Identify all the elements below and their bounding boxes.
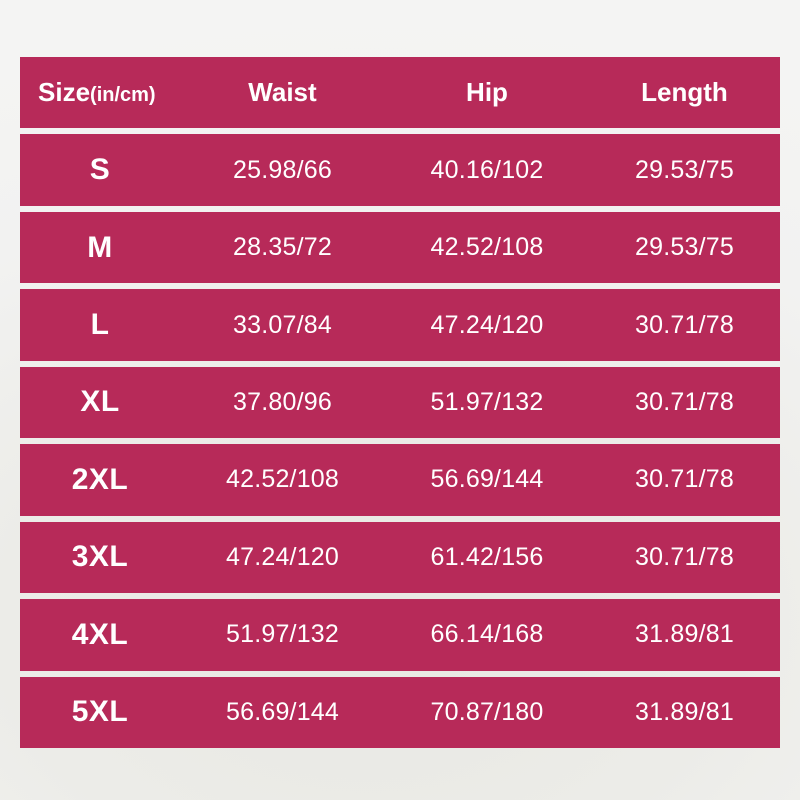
header-size-unit: (in/cm): [90, 84, 156, 107]
waist-value: 37.80/96: [233, 387, 332, 416]
waist-value: 33.07/84: [233, 310, 332, 339]
cell-size: 5XL: [20, 695, 180, 729]
size-chart-table: Size(in/cm) Waist Hip Length S 25.98/66 …: [20, 57, 780, 748]
cell-waist: 28.35/72: [180, 233, 385, 262]
size-label: 4XL: [71, 617, 129, 651]
cell-size: 3XL: [20, 540, 180, 574]
size-label: L: [90, 308, 110, 342]
table-row: L 33.07/84 47.24/120 30.71/78: [20, 289, 780, 361]
waist-value: 56.69/144: [225, 697, 340, 726]
cell-length: 30.71/78: [589, 465, 780, 494]
cell-waist: 25.98/66: [180, 156, 385, 185]
cell-size: 2XL: [20, 463, 180, 497]
header-cell-hip: Hip: [385, 77, 589, 108]
cell-hip: 61.42/156: [385, 543, 589, 572]
waist-value: 25.98/66: [233, 155, 332, 184]
waist-value: 47.24/120: [225, 542, 340, 571]
table-row: XL 37.80/96 51.97/132 30.71/78: [20, 366, 780, 439]
cell-hip: 56.69/144: [385, 465, 589, 494]
hip-value: 40.16/102: [430, 155, 544, 184]
size-label: XL: [80, 385, 120, 419]
cell-waist: 42.52/108: [180, 465, 385, 494]
cell-length: 30.71/78: [589, 543, 780, 572]
header-size-main: Size: [38, 77, 91, 108]
cell-hip: 70.87/180: [385, 698, 589, 727]
cell-hip: 42.52/108: [385, 233, 589, 262]
table-row: 3XL 47.24/120 61.42/156 30.71/78: [20, 521, 780, 594]
hip-value: 47.24/120: [430, 310, 544, 339]
header-hip-label: Hip: [466, 77, 508, 108]
table-header-row: Size(in/cm) Waist Hip Length: [20, 57, 780, 129]
hip-value: 66.14/168: [430, 620, 544, 649]
cell-size: M: [20, 231, 180, 265]
header-length-label: Length: [641, 77, 728, 108]
cell-length: 31.89/81: [589, 620, 780, 649]
cell-hip: 40.16/102: [385, 156, 589, 185]
hip-value: 70.87/180: [430, 697, 544, 726]
hip-value: 42.52/108: [430, 233, 544, 262]
length-value: 31.89/81: [635, 697, 734, 726]
length-value: 30.71/78: [635, 310, 734, 339]
length-value: 30.71/78: [635, 542, 734, 571]
length-value: 30.71/78: [635, 465, 734, 494]
cell-length: 31.89/81: [589, 698, 780, 727]
cell-hip: 47.24/120: [385, 311, 589, 340]
hip-value: 51.97/132: [430, 387, 544, 416]
cell-waist: 37.80/96: [180, 388, 385, 417]
size-label: 5XL: [71, 695, 129, 729]
table-row: 2XL 42.52/108 56.69/144 30.71/78: [20, 444, 780, 516]
table-row: 4XL 51.97/132 66.14/168 31.89/81: [20, 599, 780, 671]
cell-size: S: [20, 153, 180, 187]
cell-size: L: [20, 308, 180, 342]
header-cell-length: Length: [589, 77, 780, 108]
waist-value: 28.35/72: [233, 233, 332, 262]
cell-waist: 56.69/144: [180, 698, 385, 727]
length-value: 29.53/75: [635, 155, 734, 184]
header-waist-label: Waist: [248, 77, 317, 108]
cell-waist: 33.07/84: [180, 311, 385, 340]
length-value: 31.89/81: [635, 620, 734, 649]
cell-length: 30.71/78: [589, 311, 780, 340]
table-row: 5XL 56.69/144 70.87/180 31.89/81: [20, 676, 780, 748]
hip-value: 56.69/144: [430, 465, 544, 494]
waist-value: 51.97/132: [225, 620, 340, 649]
length-value: 30.71/78: [635, 387, 734, 416]
waist-value: 42.52/108: [225, 465, 340, 494]
table-row: S 25.98/66 40.16/102 29.53/75: [20, 134, 780, 206]
cell-length: 29.53/75: [589, 156, 780, 185]
header-cell-waist: Waist: [180, 77, 385, 108]
hip-value: 61.42/156: [430, 542, 544, 571]
cell-size: XL: [20, 385, 180, 419]
cell-length: 30.71/78: [589, 388, 780, 417]
length-value: 29.53/75: [635, 233, 734, 262]
cell-hip: 51.97/132: [385, 388, 589, 417]
size-label: M: [87, 230, 113, 264]
size-label: 3XL: [71, 540, 129, 574]
cell-waist: 51.97/132: [180, 620, 385, 649]
cell-length: 29.53/75: [589, 233, 780, 262]
cell-hip: 66.14/168: [385, 620, 589, 649]
cell-waist: 47.24/120: [180, 543, 385, 572]
size-label: S: [89, 153, 111, 187]
cell-size: 4XL: [20, 618, 180, 652]
header-cell-size: Size(in/cm): [20, 77, 180, 108]
size-label: 2XL: [71, 462, 129, 496]
table-row: M 28.35/72 42.52/108 29.53/75: [20, 211, 780, 284]
